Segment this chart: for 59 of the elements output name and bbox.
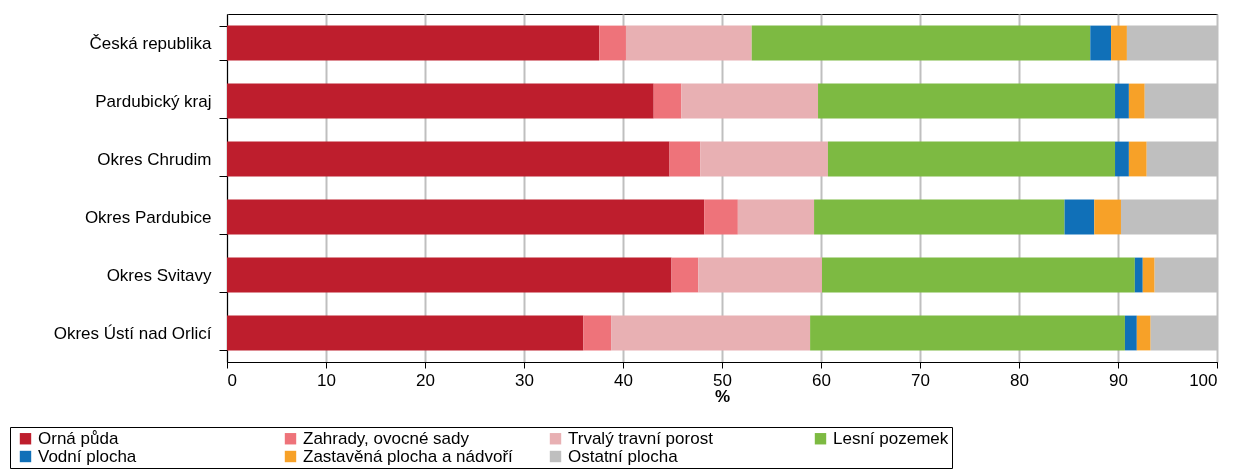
bar <box>698 257 822 293</box>
bar <box>827 141 1116 177</box>
y-tick-label: Okres Svitavy <box>106 265 212 285</box>
x-tick-label: 10 <box>317 370 336 390</box>
y-tick-label: Okres Pardubice <box>84 207 212 227</box>
bar <box>821 257 1135 293</box>
bar <box>1128 141 1147 177</box>
bar <box>653 83 682 119</box>
bar <box>1111 25 1127 61</box>
bar <box>1115 141 1129 177</box>
x-tick-label: 20 <box>416 370 435 390</box>
bar <box>669 141 701 177</box>
bar <box>583 315 612 351</box>
legend-label: Vodní plocha <box>38 446 137 466</box>
x-tick-label: 0 <box>227 370 237 390</box>
bar <box>814 199 1065 235</box>
legend-label: Orná půda <box>38 428 119 448</box>
bar <box>625 25 752 61</box>
x-tick-label: 100 <box>1189 370 1218 390</box>
bar <box>227 257 672 293</box>
legend-label: Trvalý travní porost <box>568 428 714 448</box>
bar <box>1124 315 1137 351</box>
bar <box>227 25 600 61</box>
bar <box>1128 83 1145 119</box>
bar <box>227 315 584 351</box>
bar <box>1064 199 1095 235</box>
bar <box>227 141 670 177</box>
bar <box>737 199 815 235</box>
x-tick-label: 70 <box>911 370 930 390</box>
bar <box>681 83 819 119</box>
bar <box>599 25 626 61</box>
y-tick-label: Okres Ústí nad Orlicí <box>53 323 212 343</box>
bar <box>751 25 1091 61</box>
legend-label: Zastavěná plocha a nádvoří <box>303 446 514 466</box>
legend-label: Zahrady, ovocné sady <box>303 428 470 448</box>
bar <box>1142 257 1155 293</box>
x-tick-label: 90 <box>1109 370 1128 390</box>
x-tick-label: 80 <box>1010 370 1029 390</box>
legend-label: Ostatní plocha <box>568 446 679 466</box>
bar <box>1090 25 1112 61</box>
bar <box>227 83 654 119</box>
bar <box>611 315 811 351</box>
bar <box>671 257 699 293</box>
bar <box>1094 199 1121 235</box>
bar <box>818 83 1116 119</box>
x-tick-label: 60 <box>812 370 831 390</box>
bar <box>810 315 1125 351</box>
bar <box>1115 83 1129 119</box>
bar <box>1134 257 1143 293</box>
bar <box>700 141 828 177</box>
y-tick-label: Česká republika <box>89 33 213 53</box>
bar <box>704 199 738 235</box>
y-tick-label: Okres Chrudim <box>97 149 212 169</box>
x-tick-label: 40 <box>614 370 633 390</box>
y-tick-label: Pardubický kraj <box>95 91 212 111</box>
x-tick-label: 30 <box>515 370 534 390</box>
bar <box>1136 315 1151 351</box>
bar <box>227 199 705 235</box>
legend-label: Lesní pozemek <box>833 428 949 448</box>
